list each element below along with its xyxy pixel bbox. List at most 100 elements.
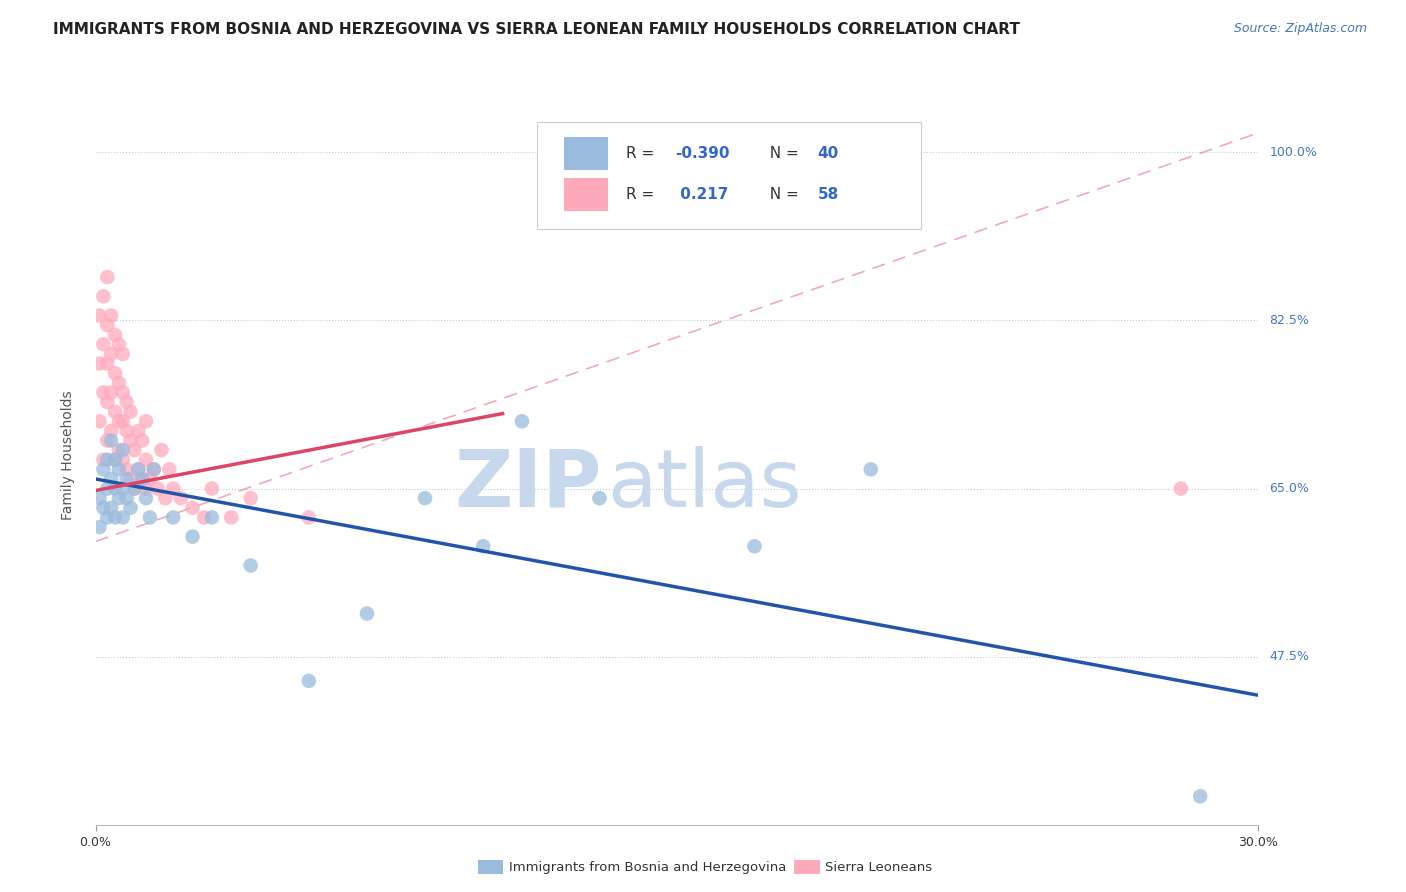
Point [104,510,127,524]
Point [115,462,138,476]
Point [100,385,122,400]
Point [120,500,142,515]
Point [150,443,173,458]
Text: Immigrants from Bosnia and Herzegovina: Immigrants from Bosnia and Herzegovina [509,861,786,873]
Point [96,434,118,448]
Point [135,491,157,506]
Point [135,482,157,496]
Point [93,385,115,400]
Point [510,414,533,428]
Point [96,482,118,496]
Point [201,482,224,496]
Point [127,462,149,476]
Point [142,462,165,476]
Point [96,318,118,332]
Point [115,472,138,486]
Point [89,491,111,506]
Point [108,491,131,506]
Point [100,500,122,515]
Point [239,558,262,573]
Point [1189,789,1212,804]
Point [162,482,184,496]
Point [239,491,262,506]
Point [100,424,122,438]
Point [89,309,111,323]
Point [193,510,215,524]
Point [162,510,184,524]
Point [472,539,495,553]
Point [93,452,115,467]
Point [127,424,149,438]
Point [96,270,118,285]
Point [120,434,142,448]
Point [93,462,115,476]
Point [181,500,204,515]
Point [96,510,118,524]
Point [124,443,146,458]
Point [157,462,180,476]
Point [104,327,127,342]
Point [142,462,165,476]
Text: atlas: atlas [607,445,801,524]
Point [96,395,118,409]
Text: 0.217: 0.217 [675,186,728,202]
Point [201,510,224,524]
Point [131,472,153,486]
Point [111,385,134,400]
Point [100,472,122,486]
Point [298,673,321,688]
FancyBboxPatch shape [537,122,921,229]
FancyBboxPatch shape [564,137,609,169]
Point [89,357,111,371]
Y-axis label: Family Households: Family Households [60,390,75,520]
Text: 65.0%: 65.0% [1270,482,1309,495]
Text: 40: 40 [818,146,839,161]
Point [96,357,118,371]
Point [120,404,142,418]
Point [111,414,134,428]
Point [588,491,610,506]
Point [108,443,131,458]
Point [1170,482,1192,496]
Point [115,395,138,409]
Point [131,472,153,486]
Point [170,491,193,506]
Text: 82.5%: 82.5% [1270,314,1309,326]
Point [124,482,146,496]
Point [104,404,127,418]
Text: 58: 58 [818,186,839,202]
Text: 100.0%: 100.0% [1270,145,1317,159]
Point [181,530,204,544]
Point [104,452,127,467]
Text: -0.390: -0.390 [675,146,730,161]
Point [155,491,177,506]
Point [93,500,115,515]
Text: Sierra Leoneans: Sierra Leoneans [825,861,932,873]
Point [111,510,134,524]
Point [104,366,127,380]
Point [108,337,131,351]
Point [146,482,169,496]
Point [219,510,242,524]
Point [115,424,138,438]
Point [120,472,142,486]
Point [100,309,122,323]
Point [111,482,134,496]
Point [298,510,321,524]
Text: 47.5%: 47.5% [1270,650,1309,664]
Point [93,337,115,351]
Point [127,462,149,476]
Point [104,452,127,467]
Point [124,482,146,496]
Text: Source: ZipAtlas.com: Source: ZipAtlas.com [1233,22,1367,36]
Point [104,482,127,496]
Point [111,443,134,458]
Text: R =: R = [626,146,659,161]
FancyBboxPatch shape [564,178,609,211]
Point [356,607,378,621]
Text: ZIP: ZIP [454,445,602,524]
Point [115,491,138,506]
Text: IMMIGRANTS FROM BOSNIA AND HERZEGOVINA VS SIERRA LEONEAN FAMILY HOUSEHOLDS CORRE: IMMIGRANTS FROM BOSNIA AND HERZEGOVINA V… [53,22,1021,37]
Point [89,414,111,428]
Point [135,414,157,428]
